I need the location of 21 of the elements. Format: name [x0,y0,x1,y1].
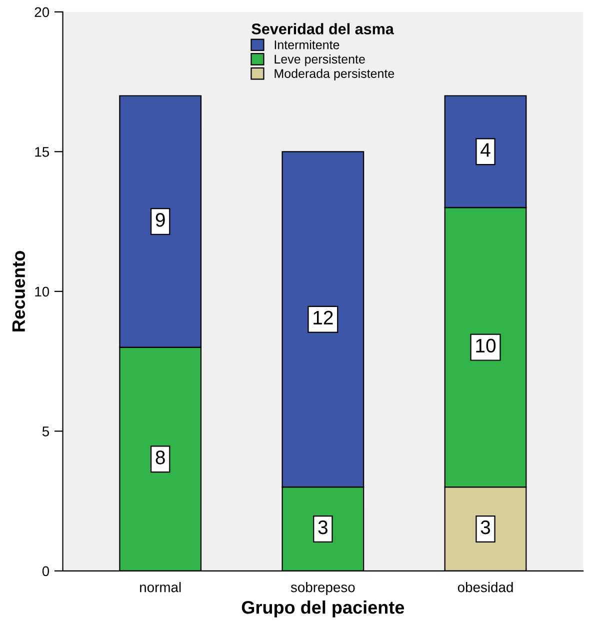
data-label: 10 [476,338,496,353]
legend-title: Severidad del asma [252,23,394,34]
y-tick-label: 15 [35,147,50,157]
data-label: 8 [156,450,165,464]
y-tick-label: 10 [35,286,50,297]
x-axis-title: Grupo del paciente [242,600,404,618]
x-tick-label: obesidad [458,582,513,592]
legend-label: Leve persistente [274,54,365,66]
data-label: 9 [156,212,165,227]
y-axis-title: Recuento [12,250,26,332]
data-label: 3 [480,520,490,534]
x-tick-label: sobrepeso [290,582,355,595]
legend-label: Intermitente [274,40,340,50]
y-tick-label: 5 [42,426,50,436]
y-tick-label: 0 [42,566,50,576]
y-tick-label: 20 [34,7,50,18]
x-tick-label: normal [140,582,181,592]
data-label: 12 [314,310,333,324]
legend-label: Moderada persistente [274,68,394,80]
data-label: 3 [318,520,328,534]
data-label: 4 [480,143,490,157]
